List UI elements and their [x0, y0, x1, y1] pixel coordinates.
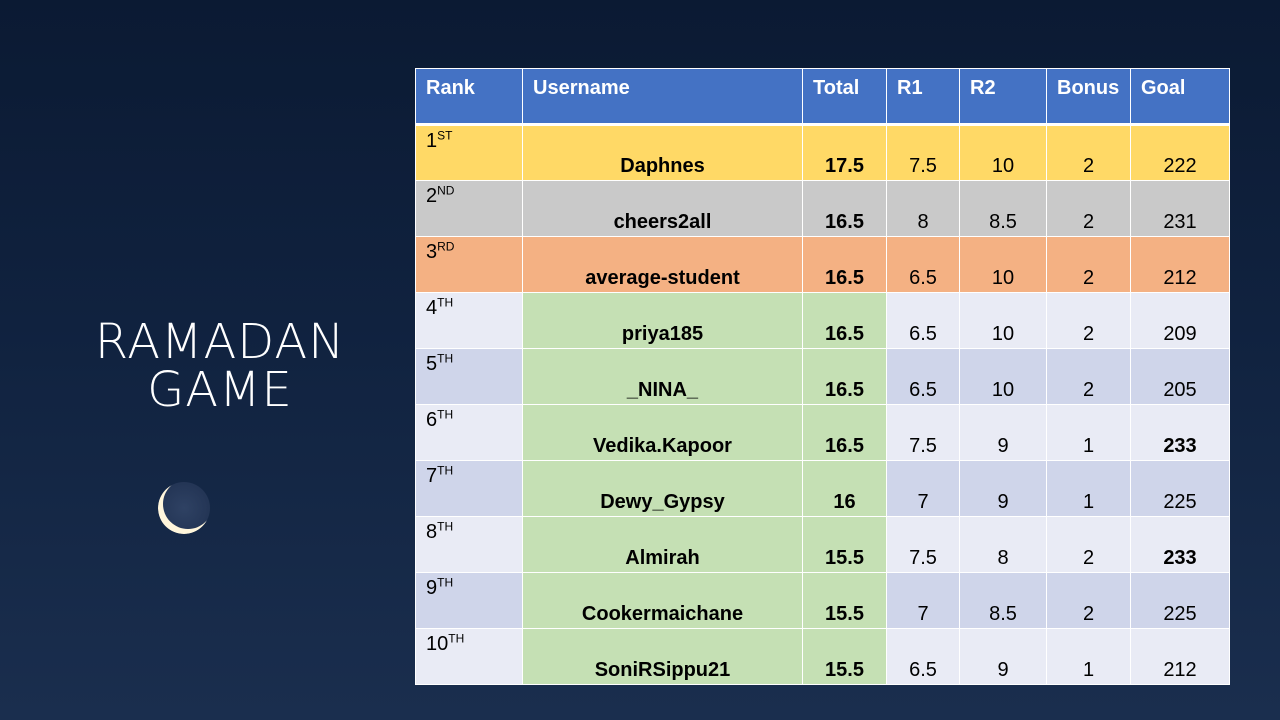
header-rank: Rank	[415, 68, 523, 126]
title-line-2: GAME	[147, 362, 293, 418]
header-username: Username	[522, 68, 803, 126]
bonus-cell: 1	[1046, 628, 1131, 685]
slide-title: RAMADAN GAME	[60, 318, 380, 414]
total-cell: 15.5	[802, 628, 887, 685]
rank-cell: 7TH	[415, 460, 523, 517]
total-cell: 16.5	[802, 348, 887, 405]
table-row: 7TH Dewy_Gypsy 16 7 9 1 225	[415, 460, 1230, 517]
r2-cell: 8	[959, 516, 1047, 573]
goal-cell: 225	[1130, 572, 1230, 629]
username-cell: priya185	[522, 292, 803, 349]
username-cell: Cookermaichane	[522, 572, 803, 629]
goal-cell: 212	[1130, 628, 1230, 685]
table-row: 5TH _NINA_ 16.5 6.5 10 2 205	[415, 348, 1230, 405]
r2-cell: 10	[959, 348, 1047, 405]
goal-cell: 233	[1130, 404, 1230, 461]
r1-cell: 7	[886, 460, 960, 517]
table-row: 3RD average-student 16.5 6.5 10 2 212	[415, 236, 1230, 293]
rank-cell: 1ST	[415, 124, 523, 181]
bonus-cell: 2	[1046, 292, 1131, 349]
bonus-cell: 2	[1046, 572, 1131, 629]
table-row: 10TH SoniRSippu21 15.5 6.5 9 1 212	[415, 628, 1230, 685]
goal-cell: 225	[1130, 460, 1230, 517]
goal-cell: 212	[1130, 236, 1230, 293]
goal-cell: 205	[1130, 348, 1230, 405]
r1-cell: 6.5	[886, 348, 960, 405]
total-cell: 15.5	[802, 516, 887, 573]
rank-cell: 2ND	[415, 180, 523, 237]
rank-cell: 9TH	[415, 572, 523, 629]
header-r2: R2	[959, 68, 1047, 126]
header-r1: R1	[886, 68, 960, 126]
goal-cell: 209	[1130, 292, 1230, 349]
r2-cell: 8.5	[959, 572, 1047, 629]
header-bonus: Bonus	[1046, 68, 1131, 126]
r1-cell: 6.5	[886, 628, 960, 685]
bonus-cell: 1	[1046, 404, 1131, 461]
header-goal: Goal	[1130, 68, 1230, 126]
bonus-cell: 2	[1046, 516, 1131, 573]
total-cell: 15.5	[802, 572, 887, 629]
leaderboard-table: Rank Username Total R1 R2 Bonus Goal 1ST…	[415, 68, 1230, 685]
r1-cell: 7.5	[886, 404, 960, 461]
r1-cell: 6.5	[886, 236, 960, 293]
goal-cell: 233	[1130, 516, 1230, 573]
header-total: Total	[802, 68, 887, 126]
r1-cell: 8	[886, 180, 960, 237]
r2-cell: 9	[959, 628, 1047, 685]
r2-cell: 8.5	[959, 180, 1047, 237]
rank-cell: 5TH	[415, 348, 523, 405]
rank-cell: 3RD	[415, 236, 523, 293]
r1-cell: 7.5	[886, 124, 960, 181]
r2-cell: 10	[959, 292, 1047, 349]
username-cell: _NINA_	[522, 348, 803, 405]
total-cell: 16.5	[802, 236, 887, 293]
bonus-cell: 2	[1046, 180, 1131, 237]
username-cell: cheers2all	[522, 180, 803, 237]
total-cell: 17.5	[802, 124, 887, 181]
rank-cell: 10TH	[415, 628, 523, 685]
r2-cell: 9	[959, 460, 1047, 517]
username-cell: Dewy_Gypsy	[522, 460, 803, 517]
bonus-cell: 2	[1046, 348, 1131, 405]
total-cell: 16.5	[802, 292, 887, 349]
total-cell: 16.5	[802, 180, 887, 237]
bonus-cell: 2	[1046, 236, 1131, 293]
table-row: 1ST Daphnes 17.5 7.5 10 2 222	[415, 124, 1230, 181]
r1-cell: 7	[886, 572, 960, 629]
goal-cell: 231	[1130, 180, 1230, 237]
r2-cell: 9	[959, 404, 1047, 461]
username-cell: Daphnes	[522, 124, 803, 181]
rank-cell: 4TH	[415, 292, 523, 349]
username-cell: average-student	[522, 236, 803, 293]
table-header-row: Rank Username Total R1 R2 Bonus Goal	[415, 68, 1230, 126]
table-row: 6TH Vedika.Kapoor 16.5 7.5 9 1 233	[415, 404, 1230, 461]
crescent-moon-icon	[158, 482, 210, 534]
r1-cell: 7.5	[886, 516, 960, 573]
rank-cell: 8TH	[415, 516, 523, 573]
r2-cell: 10	[959, 124, 1047, 181]
rank-cell: 6TH	[415, 404, 523, 461]
username-cell: Almirah	[522, 516, 803, 573]
bonus-cell: 1	[1046, 460, 1131, 517]
username-cell: Vedika.Kapoor	[522, 404, 803, 461]
total-cell: 16.5	[802, 404, 887, 461]
total-cell: 16	[802, 460, 887, 517]
goal-cell: 222	[1130, 124, 1230, 181]
bonus-cell: 2	[1046, 124, 1131, 181]
table-row: 9TH Cookermaichane 15.5 7 8.5 2 225	[415, 572, 1230, 629]
r1-cell: 6.5	[886, 292, 960, 349]
table-row: 8TH Almirah 15.5 7.5 8 2 233	[415, 516, 1230, 573]
table-row: 4TH priya185 16.5 6.5 10 2 209	[415, 292, 1230, 349]
title-line-1: RAMADAN	[94, 314, 346, 370]
username-cell: SoniRSippu21	[522, 628, 803, 685]
table-row: 2ND cheers2all 16.5 8 8.5 2 231	[415, 180, 1230, 237]
r2-cell: 10	[959, 236, 1047, 293]
